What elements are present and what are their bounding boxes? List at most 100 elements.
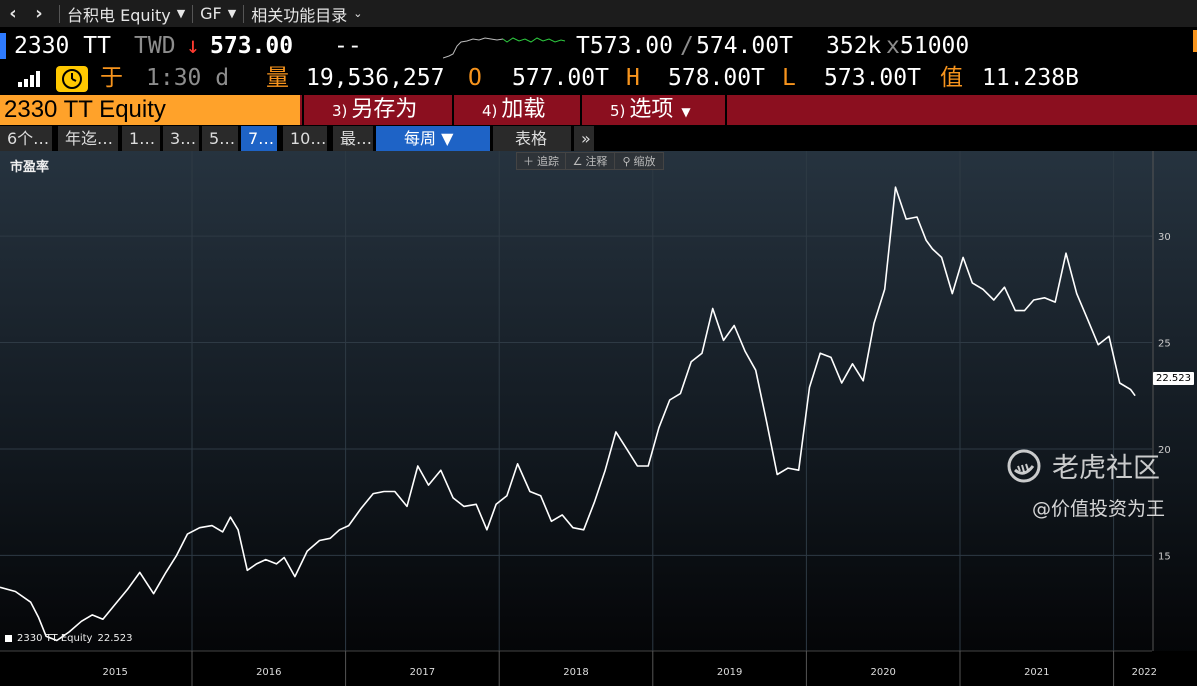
caret-down-icon: ▼ [176, 7, 186, 20]
save-as-hotkey: 3) [332, 102, 348, 120]
quote-line-secondary: 于 1:30 d 量 19,536,257 O 577.00T H 578.00… [0, 62, 1197, 94]
volume-value: 19,536,257 [306, 65, 445, 91]
period-tabs: 6个… 年迄… 1… 3… 5… 7… 10… 最… 每周 ▼ 表格 » [0, 126, 1197, 151]
gf-dropdown-label: GF [200, 4, 222, 23]
value-traded: 11.238B [982, 65, 1079, 91]
caret-down-icon: ▼ [681, 105, 691, 119]
chart-title: 市盈率 [10, 160, 50, 175]
chart-toolbar: ＋追踪 ∠ 注释 ⚲ 缩放 [516, 152, 664, 170]
ask-size: 51000 [900, 33, 970, 59]
currency-code: TWD [134, 33, 176, 59]
watermark-brand: 老虎社区 [1052, 453, 1160, 484]
quote-time: 1:30 d [146, 65, 230, 91]
tab-7-year[interactable]: 7… [241, 126, 279, 151]
intraday-sparkline [443, 37, 566, 59]
load-button[interactable]: 4) 加载 [452, 95, 580, 125]
options-hotkey: 5) [610, 102, 626, 120]
legend-series-value: 22.523 [97, 633, 133, 644]
double-chevron-down-icon: ⌄ [353, 7, 363, 20]
more-tabs-button[interactable]: » [574, 126, 596, 151]
scroll-marker [1193, 30, 1197, 52]
open-value: 577.00T [512, 65, 609, 91]
tab-3-year[interactable]: 3… [163, 126, 201, 151]
bid-price: T573.00 [576, 33, 673, 59]
delay-clock-icon[interactable] [56, 66, 88, 92]
security-dropdown-label: 台积电 Equity [67, 5, 171, 25]
back-arrow-icon[interactable]: ‹ [9, 3, 17, 24]
quote-line-primary: 2330 TT TWD ↓ 573.00 -- T573.00 / 574.00… [0, 30, 1197, 62]
gf-dropdown[interactable]: GF ▼ [200, 4, 236, 23]
pencil-icon: ∠ [572, 154, 583, 168]
y-tick-label: 20 [1158, 445, 1171, 456]
ask-price: 574.00T [696, 33, 793, 59]
magnifier-icon: ⚲ [622, 154, 631, 168]
value-traded-label: 值 [940, 65, 963, 91]
options-button[interactable]: 5) 选项 ▼ [580, 95, 727, 125]
watermark-handle: @价值投资为王 [1032, 498, 1166, 520]
tab-max[interactable]: 最… [333, 126, 375, 151]
annotate-tool[interactable]: ∠ 注释 [566, 153, 615, 169]
annotate-tool-label: 注释 [585, 155, 608, 168]
legend-series-name: 2330 TT Equity [17, 633, 93, 644]
pe-ratio-series-line [0, 186, 1136, 642]
track-tool[interactable]: ＋追踪 [517, 153, 566, 169]
price-change: -- [334, 33, 362, 59]
security-dropdown[interactable]: 台积电 Equity ▼ [67, 2, 185, 26]
forward-arrow-icon[interactable]: › [35, 3, 43, 24]
high-label: H [626, 65, 640, 91]
table-view-button[interactable]: 表格 [493, 126, 573, 151]
crosshair-icon: ＋ [523, 155, 534, 168]
ticker-symbol: 2330 TT [14, 33, 111, 59]
x-tick-label: 2020 [870, 667, 895, 678]
nav-divider [243, 4, 245, 23]
bid-ask-separator: / [680, 33, 694, 59]
top-nav-bar: ‹ › 台积电 Equity ▼ GF ▼ 相关功能目录 ⌄ [0, 0, 1197, 27]
x-tick-label: 2017 [410, 667, 435, 678]
y-tick-label: 15 [1158, 551, 1171, 562]
save-as-label: 另存为 [351, 97, 418, 122]
watermark: 老虎社区 [1006, 446, 1160, 485]
y-tick-label: 30 [1158, 232, 1171, 243]
tab-6-month[interactable]: 6个… [0, 126, 54, 151]
low-value: 573.00T [824, 65, 921, 91]
x-tick-label: 2022 [1132, 667, 1157, 678]
x-tick-label: 2019 [717, 667, 742, 678]
low-label: L [782, 65, 796, 91]
chart-legend: 2330 TT Equity 22.523 [5, 633, 132, 644]
last-value-label: 22.523 [1153, 372, 1194, 385]
function-bar: 2330 TT Equity 3) 另存为 4) 加载 5) 选项 ▼ [0, 95, 1197, 125]
zoom-tool-label: 缩放 [633, 155, 656, 168]
bid-size: 352k [826, 33, 882, 59]
pe-ratio-chart: 15 20 25 30 2015 2016 2017 2018 2019 2020 2021 2022 [0, 151, 1197, 686]
high-value: 578.00T [668, 65, 765, 91]
last-price: 573.00 [210, 33, 294, 59]
volume-label: 量 [266, 65, 289, 91]
tab-5-year[interactable]: 5… [202, 126, 240, 151]
x-tick-label: 2015 [102, 667, 127, 678]
tab-10-year[interactable]: 10… [283, 126, 329, 151]
time-prefix-label: 于 [100, 65, 123, 91]
nav-divider [59, 4, 60, 23]
save-as-button[interactable]: 3) 另存为 [302, 95, 452, 125]
caret-down-icon: ▼ [227, 7, 237, 20]
y-tick-label: 25 [1158, 339, 1171, 350]
related-functions-label: 相关功能目录 [251, 5, 348, 25]
signal-strength-icon [18, 71, 40, 87]
security-input[interactable]: 2330 TT Equity [0, 95, 300, 125]
zoom-tool[interactable]: ⚲ 缩放 [615, 153, 663, 169]
load-label: 加载 [501, 97, 546, 122]
related-functions-menu[interactable]: 相关功能目录 ⌄ [251, 2, 362, 26]
tiger-logo-icon [1007, 449, 1041, 482]
x-tick-label: 2018 [563, 667, 588, 678]
load-hotkey: 4) [482, 102, 498, 120]
x-tick-label: 2021 [1024, 667, 1049, 678]
down-arrow-icon: ↓ [186, 33, 200, 59]
tab-1-year[interactable]: 1… [122, 126, 162, 151]
size-separator: x [886, 33, 900, 59]
tab-ytd[interactable]: 年迄… [58, 126, 120, 151]
x-tick-label: 2016 [256, 667, 281, 678]
legend-swatch [5, 635, 12, 642]
chart-panel[interactable]: 15 20 25 30 2015 2016 2017 2018 2019 2020 2021 2022… [0, 151, 1197, 686]
options-label: 选项 [629, 97, 674, 122]
frequency-dropdown[interactable]: 每周 ▼ [376, 126, 492, 151]
